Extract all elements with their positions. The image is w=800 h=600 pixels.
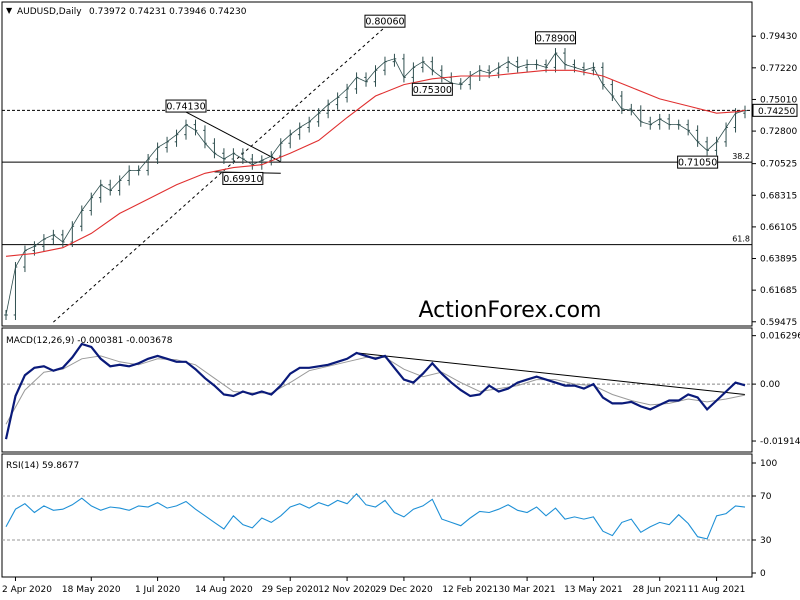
x-axis: 2 Apr 2020 18 May 2020 1 Jul 2020 14 Aug 20… — [2, 577, 745, 595]
rsi-line — [5, 492, 746, 540]
fib-level-label: 38.2 — [732, 152, 750, 161]
macd-y-axis: 0.016296 0.00 -0.019143 — [752, 332, 800, 447]
rsi-tick-label: 70 — [760, 492, 772, 502]
macd-trendline — [356, 352, 746, 396]
x-tick-label: 1 Jul 2020 — [135, 585, 180, 595]
current-price-label: 0.74250 — [758, 107, 795, 117]
x-tick-label: 29 Sep 2020 — [262, 585, 319, 595]
price-header: ▼ AUDUSD,Daily 0.73972 0.74231 0.73946 0… — [6, 6, 247, 17]
price-annotation-label: 0.78900 — [536, 33, 575, 44]
ohlc-values: 0.73972 0.74231 0.73946 0.74230 — [89, 7, 247, 17]
price-tick-label: 0.61685 — [760, 286, 797, 296]
macd-tick-label: 0.00 — [760, 380, 780, 390]
price-tick-label: 0.63895 — [760, 255, 797, 265]
rsi-tick-label: 100 — [760, 459, 777, 469]
price-annotation-label: 0.75300 — [413, 85, 452, 96]
price-trendline — [53, 26, 386, 323]
price-annotation-label: 0.71050 — [678, 158, 717, 169]
rsi-tick-label: 0 — [760, 569, 766, 579]
price-tick-label: 0.66105 — [760, 223, 797, 233]
x-tick-label: 12 Feb 2021 — [442, 585, 498, 595]
x-tick-label: 18 May 2020 — [62, 585, 121, 595]
x-tick-label: 29 Dec 2020 — [375, 585, 433, 595]
x-tick-label: 11 Aug 2021 — [688, 585, 746, 595]
price-annotation-box — [411, 82, 453, 96]
rsi-tick-label: 30 — [760, 536, 772, 546]
x-tick-label: 12 Nov 2020 — [318, 585, 376, 595]
price-annotation-box — [165, 99, 207, 113]
price-tick-label: 0.75010 — [760, 95, 797, 105]
price-close-line — [5, 52, 746, 316]
price-annotation-label: 0.74130 — [166, 102, 205, 113]
price-annotation-label: 0.69910 — [223, 174, 262, 185]
macd-label: MACD(12,26,9) -0.000381 -0.003678 — [6, 336, 173, 346]
price-tick-label: 0.77220 — [760, 64, 797, 74]
price-annotation-box — [535, 31, 577, 45]
moving-average-line — [5, 69, 746, 257]
macd-panel-frame — [1, 327, 753, 453]
macd-tick-label: -0.019143 — [760, 437, 800, 447]
watermark: ActionForex.com — [419, 298, 602, 323]
price-annotation-box — [677, 155, 719, 169]
x-tick-label: 14 Aug 2020 — [195, 585, 253, 595]
symbol-label: AUDUSD,Daily — [17, 7, 82, 17]
x-tick-label: 28 Jun 2021 — [633, 585, 687, 595]
macd-tick-label: 0.016296 — [760, 332, 800, 342]
price-annotation-box — [222, 171, 264, 185]
macd-line — [4, 342, 746, 440]
price-tick-label: 0.70525 — [760, 160, 797, 170]
price-layer: 38.2 61.8 0.80060 0.78900 0.75300 0.74130 0.69… — [2, 14, 752, 323]
fib-level-label: 61.8 — [732, 235, 750, 244]
price-y-axis: 0.79430 0.77220 0.75010 0.72800 0.70525 0.683… — [752, 32, 798, 328]
price-annotation-label: 0.80060 — [365, 17, 404, 28]
price-annotation-box — [364, 14, 406, 28]
rsi-y-axis: 100 70 30 0 — [752, 459, 777, 579]
x-tick-label: 2 Apr 2020 — [2, 585, 52, 595]
price-tick-label: 0.68315 — [760, 191, 797, 201]
macd-signal-line — [5, 355, 746, 425]
price-tick-label: 0.72800 — [760, 127, 797, 137]
current-price-box — [752, 103, 798, 117]
x-tick-label: 30 Mar 2021 — [499, 585, 556, 595]
macd-layer — [2, 342, 752, 440]
rsi-label: RSI(14) 59.8677 — [6, 461, 79, 471]
price-tick-label: 0.59475 — [760, 318, 797, 328]
price-tick-label: 0.79430 — [760, 32, 797, 42]
rsi-panel-frame — [1, 453, 753, 578]
rsi-layer — [2, 492, 752, 541]
price-trendline — [185, 111, 281, 163]
x-tick-label: 13 May 2021 — [564, 585, 623, 595]
chart-menu-icon[interactable]: ▼ — [6, 6, 13, 15]
